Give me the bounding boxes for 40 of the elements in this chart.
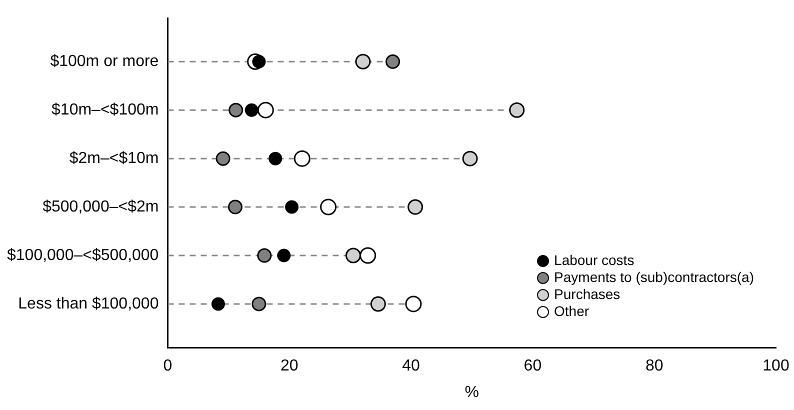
point <box>228 200 242 214</box>
point <box>252 54 266 68</box>
point <box>211 297 225 311</box>
x-axis-title: % <box>464 384 479 401</box>
point <box>252 296 266 312</box>
legend-label: Labour costs <box>554 252 634 269</box>
x-tick-label: 0 <box>163 358 172 375</box>
point <box>462 150 478 166</box>
point <box>320 198 337 216</box>
x-tick-label: 20 <box>280 358 298 375</box>
point <box>386 54 400 69</box>
x-tick-label: 80 <box>645 358 664 375</box>
point <box>355 54 371 70</box>
x-tick-label: 60 <box>524 358 542 375</box>
point <box>277 248 291 262</box>
point <box>360 247 376 264</box>
point <box>257 102 274 118</box>
point <box>257 248 272 263</box>
y-tick-label: $500,000–<$2m <box>42 198 159 216</box>
y-tick-label: $2m–<$10m <box>69 150 159 167</box>
point <box>509 102 525 118</box>
point <box>228 102 244 118</box>
y-tick-label: $10m–<$100m <box>52 102 159 118</box>
point <box>268 152 282 166</box>
point <box>345 248 361 264</box>
x-tick-label: 100 <box>762 358 790 375</box>
point <box>244 103 258 117</box>
point <box>405 296 422 312</box>
y-tick-label: $100,000–<$500,000 <box>6 246 159 264</box>
point <box>370 296 386 312</box>
legend-label: Other <box>554 303 590 320</box>
x-tick-label: 40 <box>402 358 420 375</box>
point <box>216 151 230 166</box>
legend-label: Purchases <box>554 286 620 303</box>
legend-label: Payments to (sub)contractors(a) <box>554 269 754 286</box>
y-tick-label: $100m or more <box>50 53 159 70</box>
y-tick-label: Less than $100,000 <box>18 295 159 312</box>
point <box>285 200 299 214</box>
point <box>408 199 424 215</box>
point <box>294 150 310 167</box>
